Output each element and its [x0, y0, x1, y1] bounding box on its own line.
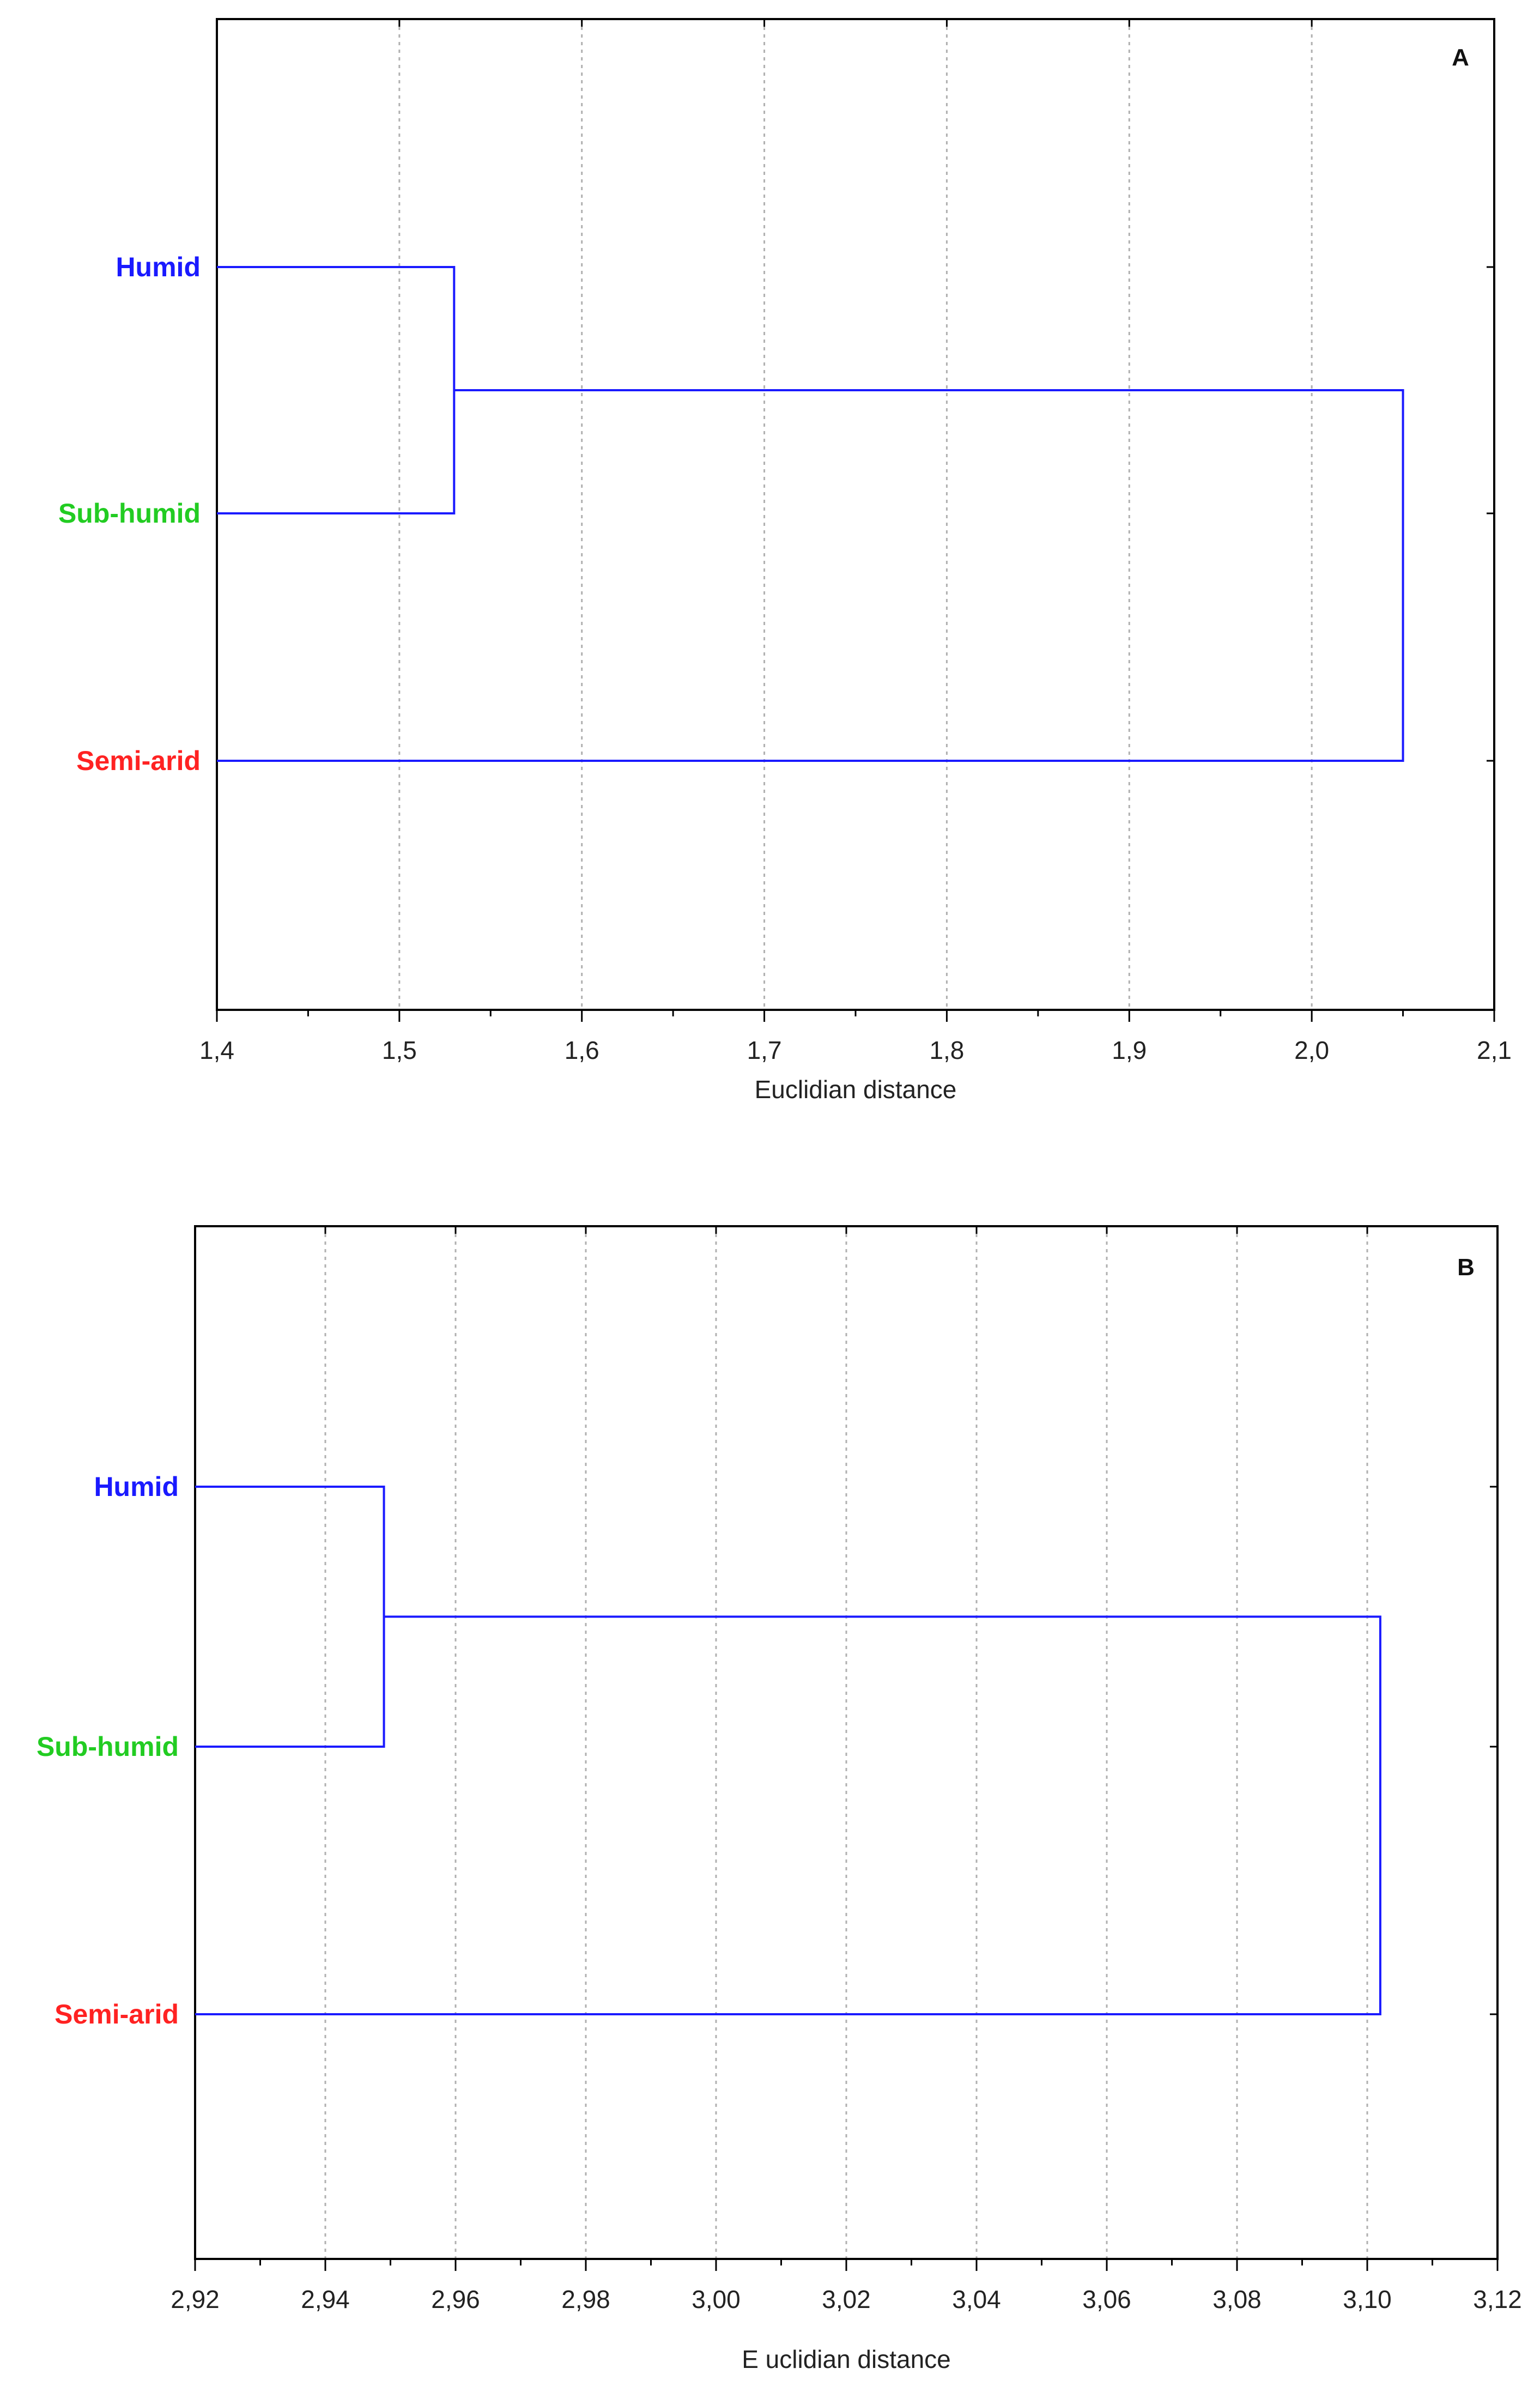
x-tick-label: 3,10: [1343, 2285, 1392, 2313]
leaf-label-semi-arid: Semi-arid: [54, 1999, 179, 2030]
x-axis-title: Euclidian distance: [755, 1075, 957, 1104]
leaf-label-sub-humid: Sub-humid: [58, 498, 201, 529]
leaf-label-semi-arid: Semi-arid: [76, 746, 201, 776]
link-humid-subhumid: [217, 266, 456, 514]
x-tick-label: 3,08: [1212, 2285, 1262, 2313]
link-cluster-semiarid: [195, 1615, 1381, 2015]
leaf-label-sub-humid: Sub-humid: [37, 1731, 179, 1762]
plot-frame: [194, 1225, 1499, 2260]
x-tick-label: 1,9: [1112, 1036, 1147, 1064]
x-tick-label: 2,1: [1477, 1036, 1512, 1064]
x-tick-label: 2,92: [171, 2285, 220, 2313]
panel-label: B: [1457, 1254, 1475, 1281]
leaf-label-humid: Humid: [94, 1471, 179, 1502]
x-tick-label: 2,96: [431, 2285, 480, 2313]
x-tick-label: 1,5: [382, 1036, 417, 1064]
x-tick-label: 2,0: [1294, 1036, 1329, 1064]
x-tick-label: 3,12: [1473, 2285, 1522, 2313]
chart-panel-a: 1,4 1,5 1,6 1,7 1,8 1,9 2,0 2,1 Humid Sub-humid Se…: [58, 18, 1512, 1104]
x-tick-label: 1,4: [199, 1036, 234, 1064]
x-tick-label: 3,00: [692, 2285, 741, 2313]
x-tick-label: 3,04: [952, 2285, 1001, 2313]
x-tick-label: 3,06: [1082, 2285, 1131, 2313]
x-tick-label: 1,8: [929, 1036, 964, 1064]
panel-label: A: [1452, 44, 1469, 71]
link-cluster-semiarid: [217, 389, 1404, 762]
x-axis-title: E uclidian distance: [742, 2345, 951, 2373]
x-tick-label: 2,98: [561, 2285, 610, 2313]
chart-panel-b: 2,92 2,94 2,96 2,98 3,00 3,02 3,04 3,06 3,08 3,10…: [37, 1225, 1522, 2373]
leaf-label-humid: Humid: [116, 252, 201, 282]
x-tick-label: 3,02: [822, 2285, 871, 2313]
x-tick-label: 1,6: [565, 1036, 599, 1064]
x-tick-label: 2,94: [301, 2285, 350, 2313]
x-tick-label: 1,7: [747, 1036, 782, 1064]
link-humid-subhumid: [195, 1486, 385, 1748]
